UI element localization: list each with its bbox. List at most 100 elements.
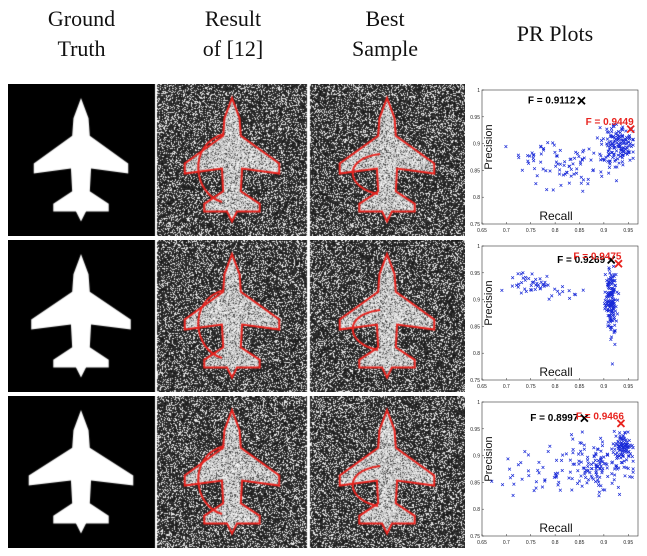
data-point	[517, 156, 521, 160]
data-point	[586, 182, 590, 186]
data-point	[534, 181, 538, 186]
y-axis-label: Precision	[483, 124, 495, 169]
baseline-f-score: F = 0.9112	[528, 96, 576, 107]
data-point	[578, 441, 582, 445]
x-tick-label: 0.75	[526, 228, 536, 234]
data-point	[607, 267, 611, 272]
data-point	[610, 281, 615, 285]
plot-frame	[481, 401, 639, 537]
pr-plot-1: 0.65 0.7 0.75 0.8 0.85 0.9 0.95 0.75 0.8 0.85 0.9 0…	[466, 84, 644, 236]
data-point	[602, 301, 607, 306]
data-point	[627, 134, 631, 139]
x-tick-label: 0.7	[503, 540, 510, 546]
data-point	[536, 468, 540, 472]
data-point	[579, 449, 583, 453]
data-point	[625, 445, 629, 450]
data-point	[567, 476, 571, 480]
data-point	[537, 471, 541, 475]
data-point	[614, 179, 619, 183]
data-point	[605, 466, 609, 470]
data-point	[597, 490, 602, 494]
data-point	[520, 168, 524, 172]
y-tick-label: 0.8	[473, 507, 480, 513]
data-point	[606, 149, 610, 153]
x-tick-label: 0.85	[575, 384, 585, 390]
data-point	[608, 159, 612, 163]
data-point	[613, 323, 617, 327]
data-point	[612, 467, 617, 471]
data-point	[574, 171, 579, 175]
data-point	[558, 148, 562, 153]
data-point	[624, 129, 628, 133]
pr-plot-3: 0.65 0.7 0.75 0.8 0.85 0.9 0.95 0.75 0.8 0.85 0.9 0…	[466, 396, 644, 548]
data-point	[531, 153, 536, 158]
data-point	[625, 152, 630, 156]
data-point	[586, 461, 591, 466]
data-point	[546, 449, 550, 454]
data-point	[623, 431, 627, 435]
data-point	[530, 280, 535, 284]
data-point	[622, 446, 626, 450]
data-point	[586, 177, 590, 182]
data-point	[579, 175, 583, 179]
data-point	[581, 178, 586, 182]
data-point	[621, 454, 625, 458]
data-point	[594, 472, 599, 477]
data-point	[582, 466, 587, 470]
y-tick-label: 0.9	[473, 454, 480, 460]
data-point	[569, 174, 573, 178]
data-point	[554, 160, 559, 164]
data-point	[614, 319, 619, 323]
data-point	[560, 468, 564, 473]
data-point	[618, 154, 622, 159]
data-point	[596, 478, 600, 482]
x-axis-label: Recall	[539, 521, 572, 535]
data-point	[621, 443, 625, 448]
data-point	[617, 454, 622, 458]
figure-row-2	[8, 240, 465, 392]
data-point	[619, 438, 624, 442]
data-point	[573, 293, 578, 297]
best-f-score: F = 0.9475	[573, 252, 622, 263]
baseline-f-score: F = 0.9269	[557, 255, 606, 266]
data-point	[609, 126, 614, 131]
data-point	[625, 440, 629, 444]
data-point	[582, 148, 586, 152]
data-point	[614, 434, 618, 438]
data-point	[604, 155, 608, 159]
x-tick-label: 0.65	[477, 540, 487, 546]
header-result-line1: Result	[204, 6, 262, 31]
pr-plot-2: 0.65 0.7 0.75 0.8 0.85 0.9 0.95 0.75 0.8 0.85 0.9 0…	[466, 240, 644, 392]
data-point	[611, 297, 616, 301]
data-point	[619, 138, 623, 142]
header-ground-truth: Ground Truth	[8, 4, 155, 64]
data-point	[548, 169, 552, 173]
data-point	[609, 133, 613, 137]
header-ground-truth-line1: Ground	[47, 6, 116, 31]
data-point	[572, 292, 577, 296]
data-point	[589, 474, 593, 478]
data-point	[551, 141, 555, 145]
data-point	[553, 150, 557, 155]
data-point	[557, 172, 562, 176]
data-point	[612, 146, 616, 150]
header-best-sample: Best Sample	[310, 4, 460, 64]
data-point	[547, 297, 551, 301]
x-tick-label: 0.9	[600, 540, 607, 546]
data-point	[526, 159, 530, 163]
data-point	[521, 276, 525, 280]
data-point	[600, 174, 604, 178]
x-tick-label: 0.65	[477, 384, 487, 390]
data-point	[500, 288, 504, 293]
data-point	[562, 163, 566, 168]
data-point	[530, 272, 534, 276]
data-point	[631, 459, 635, 463]
y-tick-label: 0.95	[470, 427, 480, 433]
x-tick-label: 0.9	[600, 228, 607, 234]
data-point	[582, 156, 586, 160]
data-point	[612, 305, 616, 310]
data-point	[612, 152, 616, 156]
data-point	[554, 154, 559, 158]
data-point	[601, 467, 605, 471]
data-point	[576, 452, 581, 456]
